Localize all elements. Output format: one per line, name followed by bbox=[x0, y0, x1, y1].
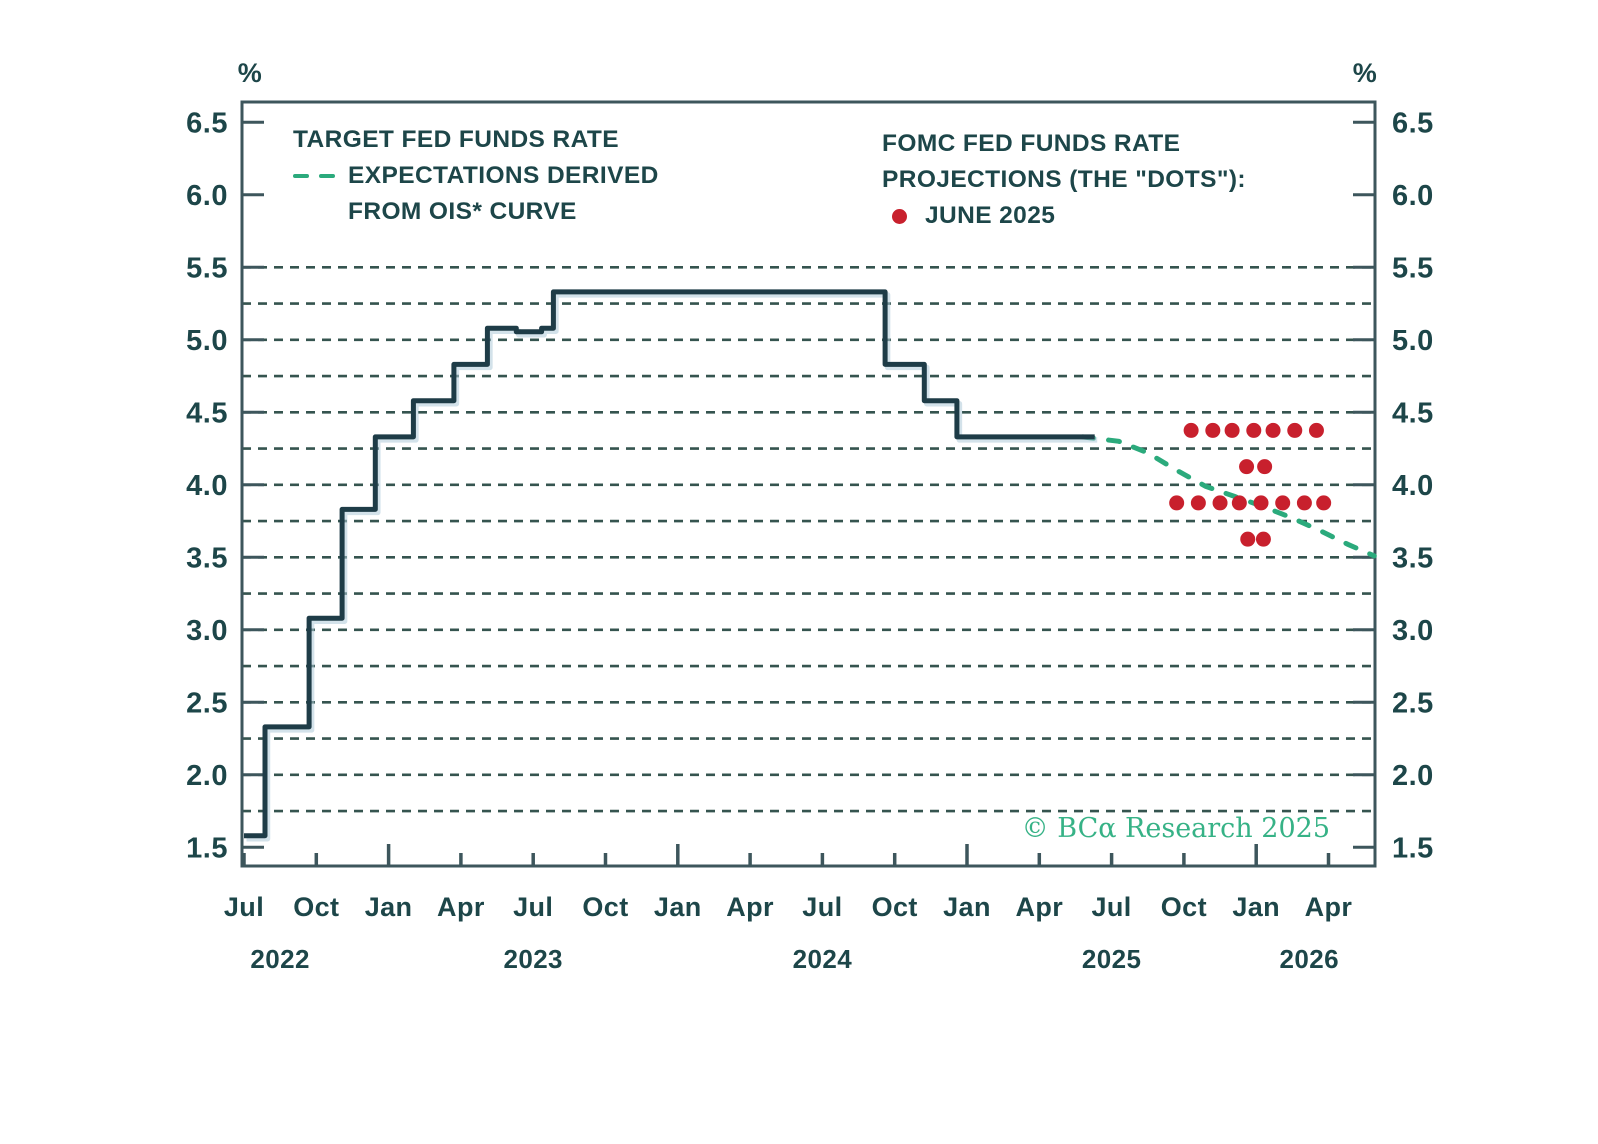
y-tick-label-left: 4.5 bbox=[186, 397, 228, 429]
y-tick-label-right: 3.0 bbox=[1392, 615, 1434, 647]
year-label: 2024 bbox=[793, 944, 853, 974]
y-tick-label-right: 2.0 bbox=[1392, 760, 1434, 792]
fomc-dot bbox=[1246, 422, 1262, 438]
y-axis-unit-right: % bbox=[1352, 58, 1378, 88]
x-tick-label: Jul bbox=[1091, 892, 1131, 922]
legend-target-rate: TARGET FED FUNDS RATE EXPECTATIONS DERIV… bbox=[293, 122, 659, 230]
fomc-dots bbox=[1169, 422, 1332, 547]
year-label: 2022 bbox=[250, 944, 309, 974]
year-label: 2026 bbox=[1279, 944, 1338, 974]
fomc-dot bbox=[1275, 495, 1291, 511]
fomc-dot bbox=[1240, 531, 1256, 547]
fomc-dot bbox=[1239, 459, 1255, 475]
y-tick-label-left: 3.5 bbox=[186, 542, 228, 574]
legend-ois-line3: FROM OIS* CURVE bbox=[348, 198, 577, 225]
fomc-dot bbox=[1190, 495, 1206, 511]
y-tick-label-right: 3.5 bbox=[1392, 542, 1434, 574]
y-axis-unit-left: % bbox=[237, 58, 263, 88]
fomc-dot bbox=[1287, 422, 1303, 438]
y-tick-label-right: 5.5 bbox=[1392, 252, 1434, 284]
y-tick-label-left: 6.5 bbox=[186, 107, 228, 139]
fomc-dot bbox=[1224, 422, 1240, 438]
y-tick-label-right: 6.5 bbox=[1392, 107, 1434, 139]
ois-dash-swatch bbox=[293, 173, 348, 179]
fomc-dot bbox=[1205, 422, 1221, 438]
y-tick-label-right: 6.0 bbox=[1392, 180, 1434, 212]
fomc-dot bbox=[1257, 459, 1273, 475]
x-axis-ticks bbox=[242, 844, 1331, 866]
red-dot-swatch bbox=[882, 208, 925, 224]
x-tick-label: Apr bbox=[437, 892, 485, 922]
x-tick-label: Oct bbox=[1161, 892, 1207, 922]
x-tick-label: Jul bbox=[513, 892, 553, 922]
fomc-dot bbox=[1183, 422, 1199, 438]
x-tick-label: Jan bbox=[365, 892, 413, 922]
dash-line-icon bbox=[293, 173, 335, 179]
y-tick-label-left: 3.0 bbox=[186, 615, 228, 647]
y-axis-labels: 6.5 6.5 6.0 6.0 5.5 5.5 5.0 5.0 4.5 4.5 4.0 4.0 3.5 3… bbox=[186, 107, 1434, 864]
x-axis-year-labels: 2022 2023 2024 2025 2026 bbox=[250, 944, 1338, 974]
legend-fomc-line2: PROJECTIONS (THE "DOTS"): bbox=[882, 166, 1246, 193]
y-tick-label-right: 5.0 bbox=[1392, 325, 1434, 357]
x-tick-label: Apr bbox=[1015, 892, 1063, 922]
x-tick-label: Oct bbox=[582, 892, 628, 922]
fomc-dot bbox=[1316, 495, 1332, 511]
fomc-dot bbox=[1253, 495, 1269, 511]
y-tick-label-left: 5.5 bbox=[186, 252, 228, 284]
x-tick-label: Jan bbox=[943, 892, 991, 922]
x-tick-label: Oct bbox=[293, 892, 339, 922]
legend-target-rate-line1: TARGET FED FUNDS RATE bbox=[293, 126, 619, 153]
target-rate-line bbox=[244, 289, 1095, 839]
legend-fomc-line1: FOMC FED FUNDS RATE bbox=[882, 130, 1181, 157]
x-tick-label: Jul bbox=[224, 892, 264, 922]
fomc-dot bbox=[1169, 495, 1185, 511]
dot-icon bbox=[892, 208, 907, 224]
fomc-dot bbox=[1255, 531, 1271, 547]
y-tick-label-left: 1.5 bbox=[186, 832, 228, 864]
y-tick-label-right: 4.5 bbox=[1392, 397, 1434, 429]
y-tick-label-right: 2.5 bbox=[1392, 687, 1434, 719]
x-tick-label: Jan bbox=[1232, 892, 1280, 922]
y-tick-label-left: 4.0 bbox=[186, 470, 228, 502]
fomc-dot bbox=[1212, 495, 1228, 511]
x-tick-label: Apr bbox=[726, 892, 774, 922]
y-axis-ticks bbox=[242, 120, 1375, 849]
y-tick-label-left: 2.0 bbox=[186, 760, 228, 792]
y-tick-label-left: 6.0 bbox=[186, 180, 228, 212]
legend-fomc-bullet-label: JUNE 2025 bbox=[925, 202, 1056, 229]
fomc-dot bbox=[1296, 495, 1312, 511]
legend-fomc-dots: FOMC FED FUNDS RATE PROJECTIONS (THE "DO… bbox=[882, 126, 1246, 234]
y-tick-label-right: 4.0 bbox=[1392, 470, 1434, 502]
y-tick-label-left: 2.5 bbox=[186, 687, 228, 719]
x-tick-label: Jan bbox=[654, 892, 702, 922]
ois-expectations-line bbox=[1080, 434, 1377, 559]
y-tick-label-right: 1.5 bbox=[1392, 832, 1434, 864]
y-tick-label-left: 5.0 bbox=[186, 325, 228, 357]
fomc-dot bbox=[1231, 495, 1247, 511]
x-tick-label: Apr bbox=[1305, 892, 1353, 922]
y-gridlines bbox=[242, 265, 1375, 813]
x-tick-label: Oct bbox=[872, 892, 918, 922]
year-label: 2025 bbox=[1082, 944, 1141, 974]
year-label: 2023 bbox=[503, 944, 562, 974]
legend-ois-line2: EXPECTATIONS DERIVED bbox=[348, 162, 659, 189]
copyright-text: © BCα Research 2025 bbox=[1021, 813, 1330, 844]
fomc-dot bbox=[1265, 422, 1281, 438]
fomc-dot bbox=[1308, 422, 1324, 438]
x-tick-label: Jul bbox=[802, 892, 842, 922]
x-axis-month-labels: Jul Oct Jan Apr Jul Oct Jan Apr Jul Oct Jan Apr Jul O… bbox=[224, 892, 1353, 922]
